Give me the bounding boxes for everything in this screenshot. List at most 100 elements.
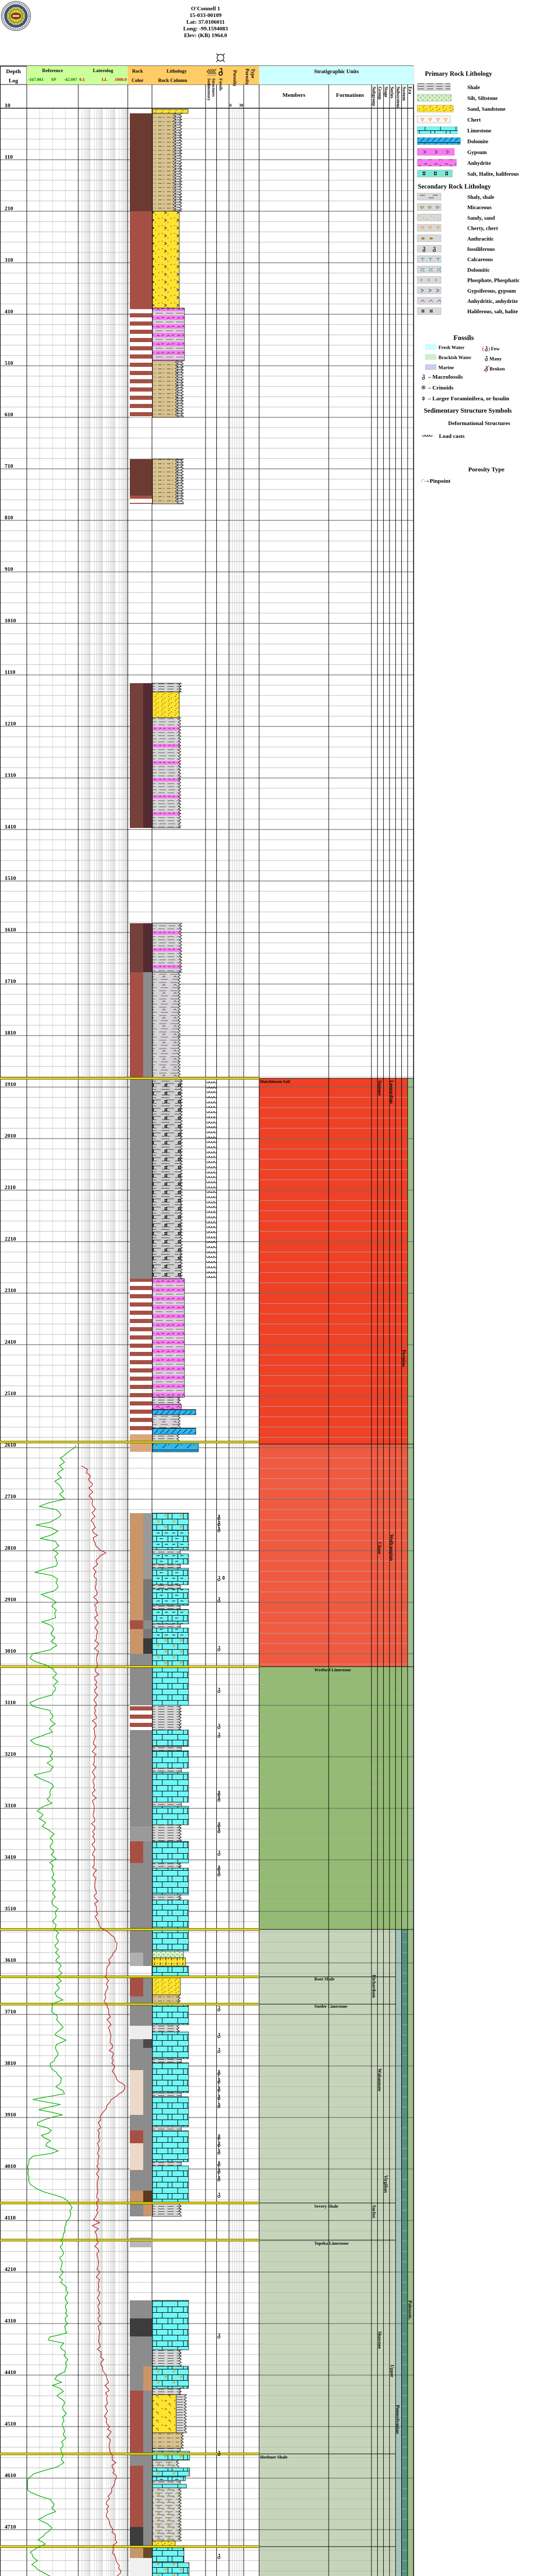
svg-text:1710: 1710 bbox=[5, 978, 16, 985]
svg-text:Sacfox: Sacfox bbox=[371, 2205, 377, 2218]
svg-text:fossiliferous: fossiliferous bbox=[467, 247, 495, 252]
svg-text:Shale: Shale bbox=[467, 85, 480, 91]
svg-text:Root Shale: Root Shale bbox=[314, 1976, 335, 1981]
svg-text:1910: 1910 bbox=[5, 1081, 16, 1088]
svg-text:System: System bbox=[402, 87, 407, 101]
svg-text:Heebner Shale: Heebner Shale bbox=[260, 2454, 287, 2460]
svg-text:Rock Column: Rock Column bbox=[158, 78, 188, 83]
svg-text:1810: 1810 bbox=[5, 1030, 16, 1036]
svg-text:110: 110 bbox=[5, 154, 13, 160]
svg-text:Phosphate, Phosphatic: Phosphate, Phosphatic bbox=[467, 278, 520, 284]
svg-text:-167.081: -167.081 bbox=[28, 77, 43, 82]
svg-text:Wreford Limestone: Wreford Limestone bbox=[314, 1667, 351, 1672]
svg-text:Broken: Broken bbox=[489, 367, 505, 372]
svg-text:Salt, Halite, haliferous: Salt, Halite, haliferous bbox=[467, 172, 519, 177]
svg-text:Micaceous: Micaceous bbox=[467, 205, 491, 211]
svg-text:Log: Log bbox=[9, 78, 19, 84]
svg-text:Leonardian: Leonardian bbox=[389, 1080, 394, 1104]
svg-text:10: 10 bbox=[5, 103, 11, 109]
svg-text:Subsystem: Subsystem bbox=[396, 87, 401, 108]
svg-text:1210: 1210 bbox=[5, 721, 16, 727]
svg-text:2610: 2610 bbox=[5, 1442, 16, 1448]
svg-text:4110: 4110 bbox=[5, 2215, 16, 2221]
svg-text:3110: 3110 bbox=[5, 1700, 16, 1706]
svg-text:Porosity: Porosity bbox=[245, 69, 250, 85]
svg-text:3510: 3510 bbox=[5, 1906, 16, 1912]
svg-text:Limestone: Limestone bbox=[467, 128, 491, 134]
svg-text:1010: 1010 bbox=[5, 618, 16, 624]
svg-text:4710: 4710 bbox=[5, 2524, 16, 2530]
svg-text:O'Connell 1: O'Connell 1 bbox=[191, 6, 220, 12]
svg-text:Lithology: Lithology bbox=[166, 69, 186, 74]
svg-text:Shaly, shale: Shaly, shale bbox=[467, 195, 495, 200]
svg-text:Laterolog: Laterolog bbox=[93, 69, 113, 74]
svg-text:2810: 2810 bbox=[5, 1545, 16, 1551]
svg-text:Chase: Chase bbox=[377, 1542, 382, 1554]
svg-text:Chert: Chert bbox=[467, 117, 481, 123]
svg-text:Secondary Rock Lithology: Secondary Rock Lithology bbox=[418, 183, 491, 190]
svg-text:): ) bbox=[488, 346, 490, 352]
svg-text:2110: 2110 bbox=[5, 1184, 16, 1191]
svg-text:Porosity Type: Porosity Type bbox=[468, 466, 505, 473]
svg-text:0.1: 0.1 bbox=[79, 77, 85, 82]
svg-text:Rock: Rock bbox=[132, 69, 143, 74]
svg-text:Members: Members bbox=[282, 92, 306, 98]
svg-text:0: 0 bbox=[230, 103, 232, 108]
svg-text:Cherty, chert: Cherty, chert bbox=[467, 226, 498, 232]
svg-text:2410: 2410 bbox=[5, 1339, 16, 1345]
svg-text:310: 310 bbox=[5, 257, 13, 263]
svg-text:Group: Group bbox=[378, 87, 383, 99]
svg-text:910: 910 bbox=[5, 566, 13, 572]
svg-text:– Crinoids: – Crinoids bbox=[428, 385, 454, 391]
svg-text:3310: 3310 bbox=[5, 1803, 16, 1809]
svg-text:Structures: Structures bbox=[211, 78, 216, 97]
svg-text:2310: 2310 bbox=[5, 1287, 16, 1294]
svg-text:Primary Rock Lithology: Primary Rock Lithology bbox=[425, 70, 493, 77]
svg-text:1310: 1310 bbox=[5, 772, 16, 778]
svg-text:Wolfcampian: Wolfcampian bbox=[389, 1534, 394, 1561]
svg-text:Pinpoint: Pinpoint bbox=[430, 478, 451, 484]
svg-text:Reference: Reference bbox=[42, 69, 63, 74]
svg-text:Calcareous: Calcareous bbox=[467, 257, 493, 263]
svg-text:Few: Few bbox=[491, 347, 500, 352]
svg-text:4610: 4610 bbox=[5, 2472, 16, 2479]
svg-text:Stratigraphic Units: Stratigraphic Units bbox=[314, 69, 359, 75]
svg-text:Sand, Sandstone: Sand, Sandstone bbox=[467, 107, 505, 112]
svg-text:Sumner: Sumner bbox=[377, 1080, 382, 1096]
svg-text:Many: Many bbox=[489, 357, 502, 362]
svg-text:810: 810 bbox=[5, 515, 13, 521]
svg-text:Long: -99.1594083: Long: -99.1594083 bbox=[183, 26, 228, 32]
svg-text:Formations: Formations bbox=[336, 92, 364, 98]
svg-text:Sedimentary Structure Symbols: Sedimentary Structure Symbols bbox=[424, 407, 512, 414]
svg-text:Hutchinson Salt: Hutchinson Salt bbox=[260, 1079, 291, 1084]
svg-text:Anthracitic: Anthracitic bbox=[467, 236, 494, 242]
svg-text:Sedimentary: Sedimentary bbox=[207, 78, 211, 101]
svg-text:Gypsiferous, gypsum: Gypsiferous, gypsum bbox=[467, 289, 516, 294]
svg-text:3710: 3710 bbox=[5, 2009, 16, 2015]
svg-text:2510: 2510 bbox=[5, 1391, 16, 1397]
svg-text:1000.0: 1000.0 bbox=[115, 77, 127, 82]
svg-text:– Macrofossils: – Macrofossils bbox=[428, 374, 463, 380]
svg-text:3910: 3910 bbox=[5, 2112, 16, 2118]
svg-text:Fresh Water: Fresh Water bbox=[438, 346, 465, 351]
svg-text:3610: 3610 bbox=[5, 1957, 16, 1963]
svg-text:710: 710 bbox=[5, 463, 13, 469]
svg-text:510: 510 bbox=[5, 360, 13, 366]
svg-text:Deformational Structures: Deformational Structures bbox=[448, 420, 511, 427]
svg-text:2710: 2710 bbox=[5, 1494, 16, 1500]
svg-text:4410: 4410 bbox=[5, 2369, 16, 2376]
svg-text:Porosity: Porosity bbox=[232, 70, 237, 87]
svg-text:30: 30 bbox=[239, 103, 243, 108]
svg-text:Wabaunsee: Wabaunsee bbox=[377, 2069, 382, 2091]
svg-text:Load casts: Load casts bbox=[439, 433, 465, 439]
svg-text:Shawnee: Shawnee bbox=[377, 2331, 382, 2349]
svg-text:4010: 4010 bbox=[5, 2163, 16, 2170]
svg-text:Elev: (KB) 1964.0: Elev: (KB) 1964.0 bbox=[184, 32, 227, 39]
svg-text:Haliferous, salt, halite: Haliferous, salt, halite bbox=[467, 309, 518, 315]
svg-text:Permian: Permian bbox=[401, 1350, 406, 1367]
svg-text:Gypsum: Gypsum bbox=[467, 150, 487, 156]
svg-text:Anhydritic, anhydrite: Anhydritic, anhydrite bbox=[467, 299, 518, 304]
svg-text:SP: SP bbox=[51, 77, 56, 82]
svg-text:610: 610 bbox=[5, 412, 13, 418]
svg-text:1110: 1110 bbox=[5, 669, 15, 675]
